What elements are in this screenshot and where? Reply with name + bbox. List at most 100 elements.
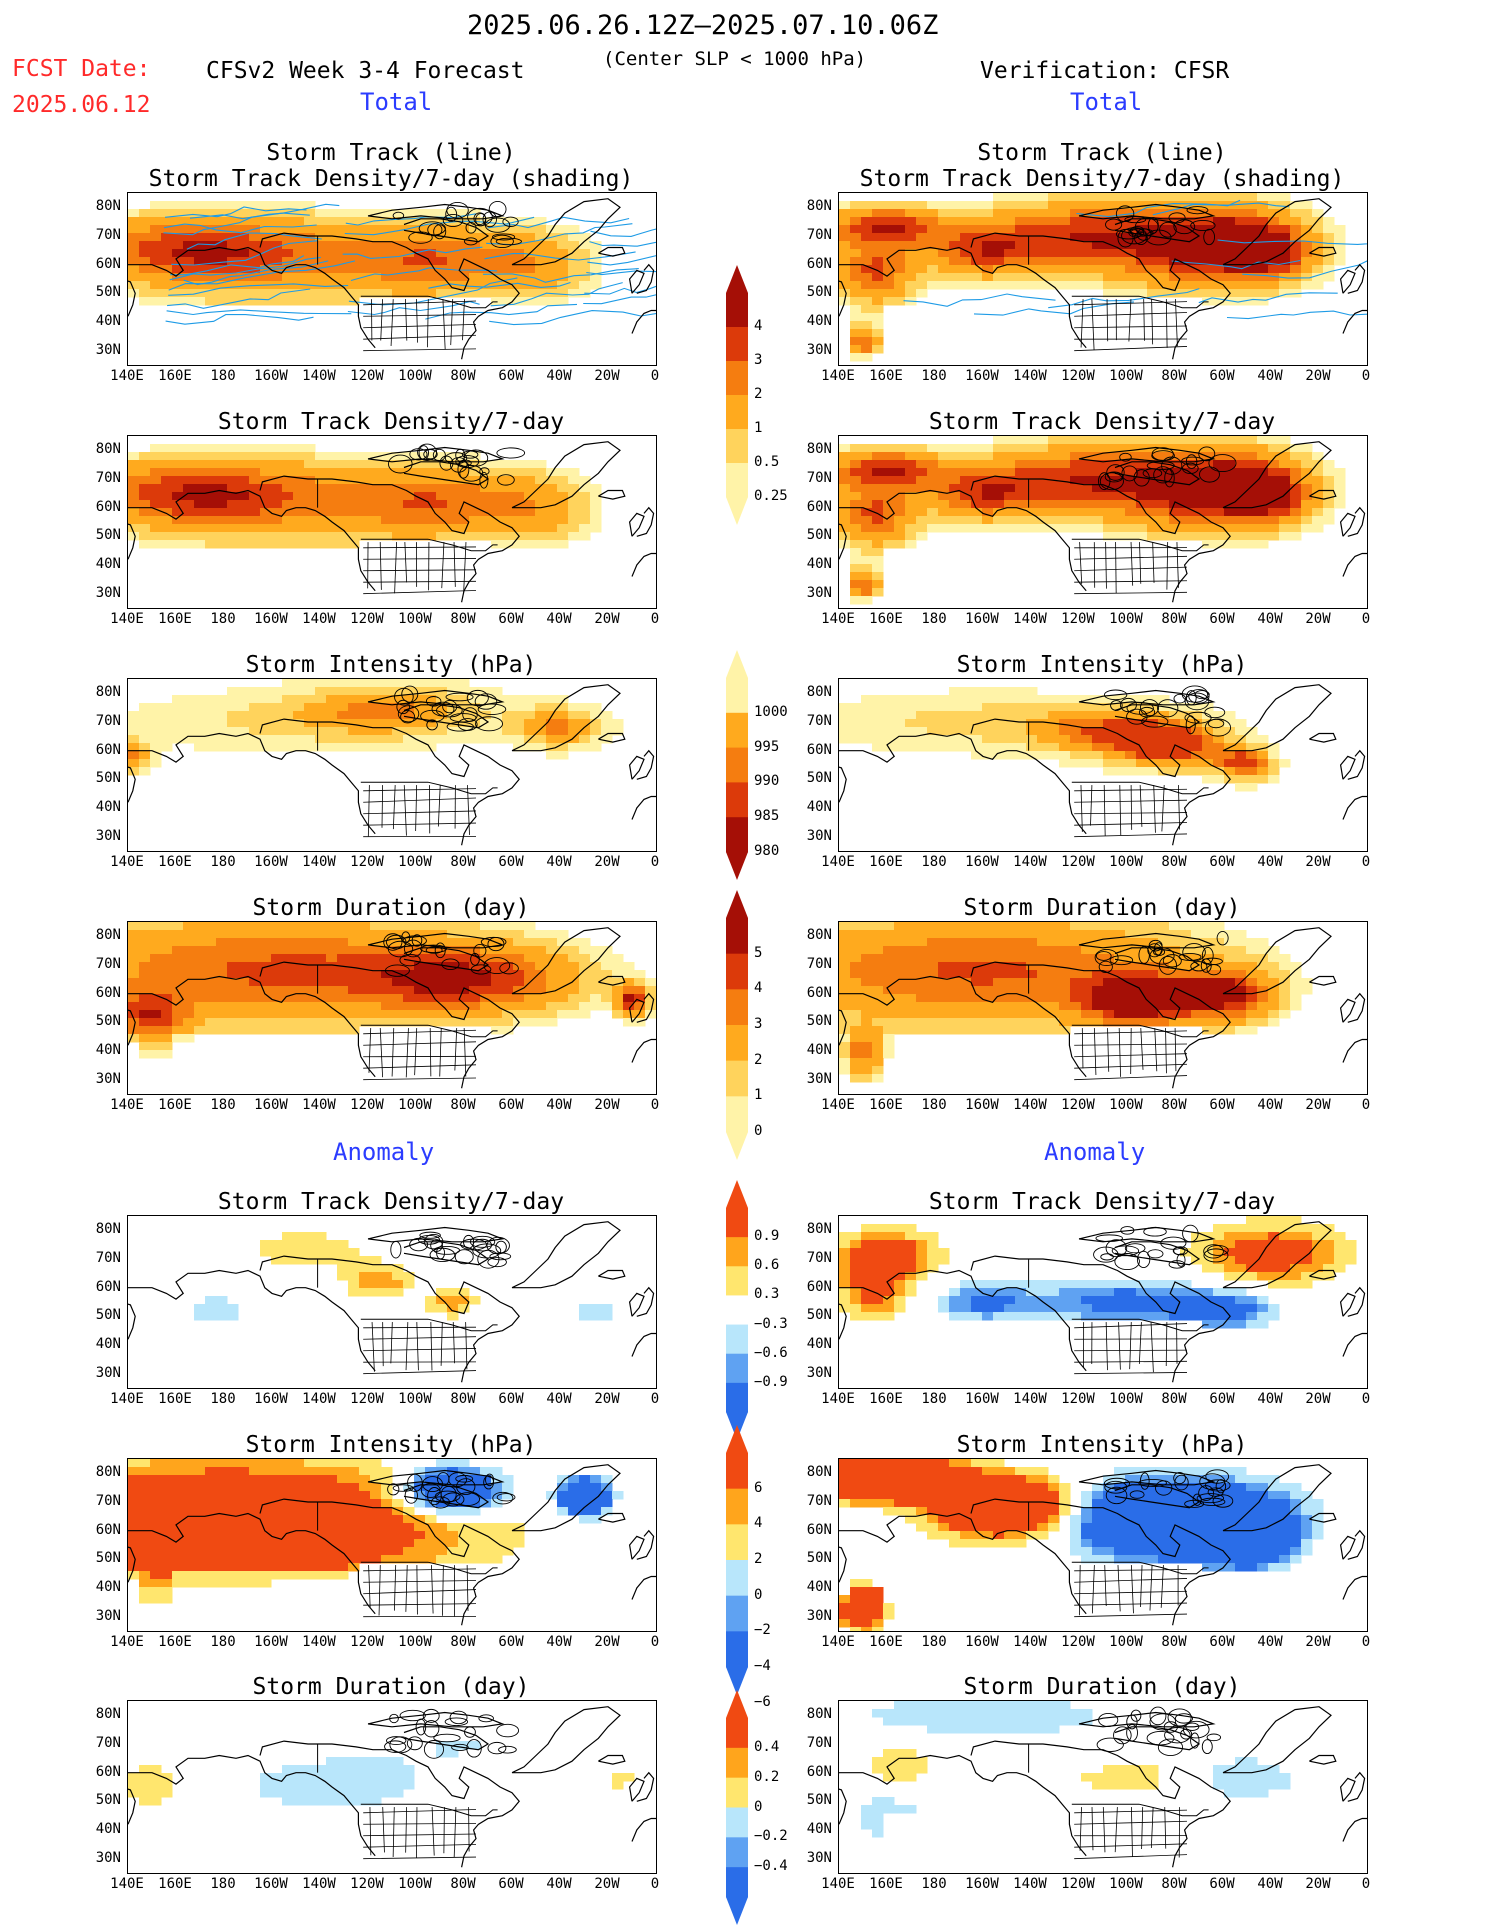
heatmap-cell	[861, 321, 873, 330]
heatmap-cell	[458, 930, 470, 939]
heatmap-cell	[293, 735, 305, 744]
heatmap-cell	[1279, 978, 1291, 987]
heatmap-cell	[227, 1467, 239, 1476]
heatmap-cell	[370, 460, 382, 469]
heatmap-cell	[1180, 938, 1192, 947]
heatmap-cell	[861, 337, 873, 346]
heatmap-cell	[150, 1018, 162, 1027]
heatmap-cell	[1037, 1296, 1049, 1305]
heatmap-cell	[249, 703, 261, 712]
heatmap-cell	[293, 978, 305, 987]
heatmap-cell	[150, 719, 162, 728]
heatmap-cell	[839, 1010, 851, 1019]
heatmap-cell	[1136, 1002, 1148, 1011]
heatmap-cell	[271, 970, 283, 979]
lon-tick-label: 80W	[450, 611, 476, 627]
heatmap-cell	[1136, 532, 1148, 541]
heatmap-cell	[927, 452, 939, 461]
heatmap-cell	[1290, 233, 1302, 242]
heatmap-cell	[260, 962, 272, 971]
heatmap-cell	[1092, 970, 1104, 979]
heatmap-cell	[1301, 986, 1313, 995]
heatmap-cell	[949, 978, 961, 987]
heatmap-cell	[579, 1483, 591, 1492]
heatmap-cell	[1147, 460, 1159, 469]
heatmap-cell	[260, 289, 272, 298]
lat-tick-label: 40N	[806, 556, 832, 572]
lon-tick-label: 160W	[965, 854, 999, 870]
heatmap-cell	[982, 930, 994, 939]
heatmap-cell	[216, 540, 228, 549]
heatmap-cell	[491, 1491, 503, 1500]
heatmap-cell	[414, 986, 426, 995]
heatmap-cell	[1169, 484, 1181, 493]
heatmap-cell	[1268, 759, 1280, 768]
heatmap-cell	[1191, 978, 1203, 987]
heatmap-cell	[315, 249, 327, 258]
heatmap-cell	[480, 524, 492, 533]
heatmap-cell	[227, 241, 239, 250]
heatmap-cell	[381, 1499, 393, 1508]
heatmap-cell	[1070, 1296, 1082, 1305]
heatmap-cell	[916, 201, 928, 210]
heatmap-cell	[872, 1042, 884, 1051]
heatmap-cell	[1235, 476, 1247, 485]
heatmap-cell	[282, 257, 294, 266]
heatmap-cell	[480, 922, 492, 931]
heatmap-cell	[227, 468, 239, 477]
heatmap-cell	[535, 540, 547, 549]
heatmap-cell	[905, 735, 917, 744]
heatmap-cell	[579, 516, 591, 525]
heatmap-cell	[315, 532, 327, 541]
heatmap-cell	[524, 986, 536, 995]
heatmap-cell	[861, 1272, 873, 1281]
heatmap-cell	[1081, 273, 1093, 282]
heatmap-cell	[359, 978, 371, 987]
heatmap-cell	[326, 540, 338, 549]
heatmap-cell	[425, 922, 437, 931]
heatmap-cell	[1224, 1240, 1236, 1249]
heatmap-cell	[414, 970, 426, 979]
heatmap-cell	[1279, 994, 1291, 1003]
heatmap-cell	[326, 687, 338, 696]
heatmap-cell	[1048, 257, 1060, 266]
heatmap-cell	[557, 265, 569, 274]
heatmap-cell	[612, 978, 624, 987]
lat-tick-label: 50N	[806, 1013, 832, 1030]
heatmap-cell	[1213, 1010, 1225, 1019]
storm-track-line	[586, 270, 656, 276]
heatmap-cell	[414, 695, 426, 704]
heatmap-cell	[1059, 524, 1071, 533]
lon-tick-label: 140W	[1013, 368, 1047, 384]
heatmap-cell	[326, 532, 338, 541]
heatmap-cell	[469, 930, 481, 939]
heatmap-cell	[1279, 193, 1291, 202]
heatmap-cell	[293, 695, 305, 704]
heatmap-cell	[850, 516, 862, 525]
heatmap-cell	[1246, 1256, 1258, 1265]
heatmap-cell	[949, 233, 961, 242]
heatmap-cell	[1158, 500, 1170, 509]
heatmap-cell	[590, 281, 602, 290]
heatmap-cell	[469, 225, 481, 234]
heatmap-cell	[348, 1483, 360, 1492]
heatmap-cell	[1114, 743, 1126, 752]
heatmap-cell	[1279, 1248, 1291, 1257]
heatmap-cell	[1147, 217, 1159, 226]
heatmap-cell	[282, 289, 294, 298]
heatmap-cell	[579, 735, 591, 744]
heatmap-cell	[491, 297, 503, 306]
heatmap-cell	[359, 735, 371, 744]
heatmap-cell	[161, 508, 173, 517]
heatmap-cell	[993, 922, 1005, 931]
heatmap-cell	[1312, 1240, 1324, 1249]
heatmap-cell	[183, 508, 195, 517]
lon-tick-label: 80W	[1161, 611, 1187, 627]
heatmap-cell	[172, 1467, 184, 1476]
heatmap-cell	[1114, 265, 1126, 274]
heatmap-cell	[227, 524, 239, 533]
heatmap-cell	[194, 201, 206, 210]
heatmap-cell	[282, 492, 294, 501]
heatmap-cell	[491, 1483, 503, 1492]
heatmap-cell	[1059, 516, 1071, 525]
